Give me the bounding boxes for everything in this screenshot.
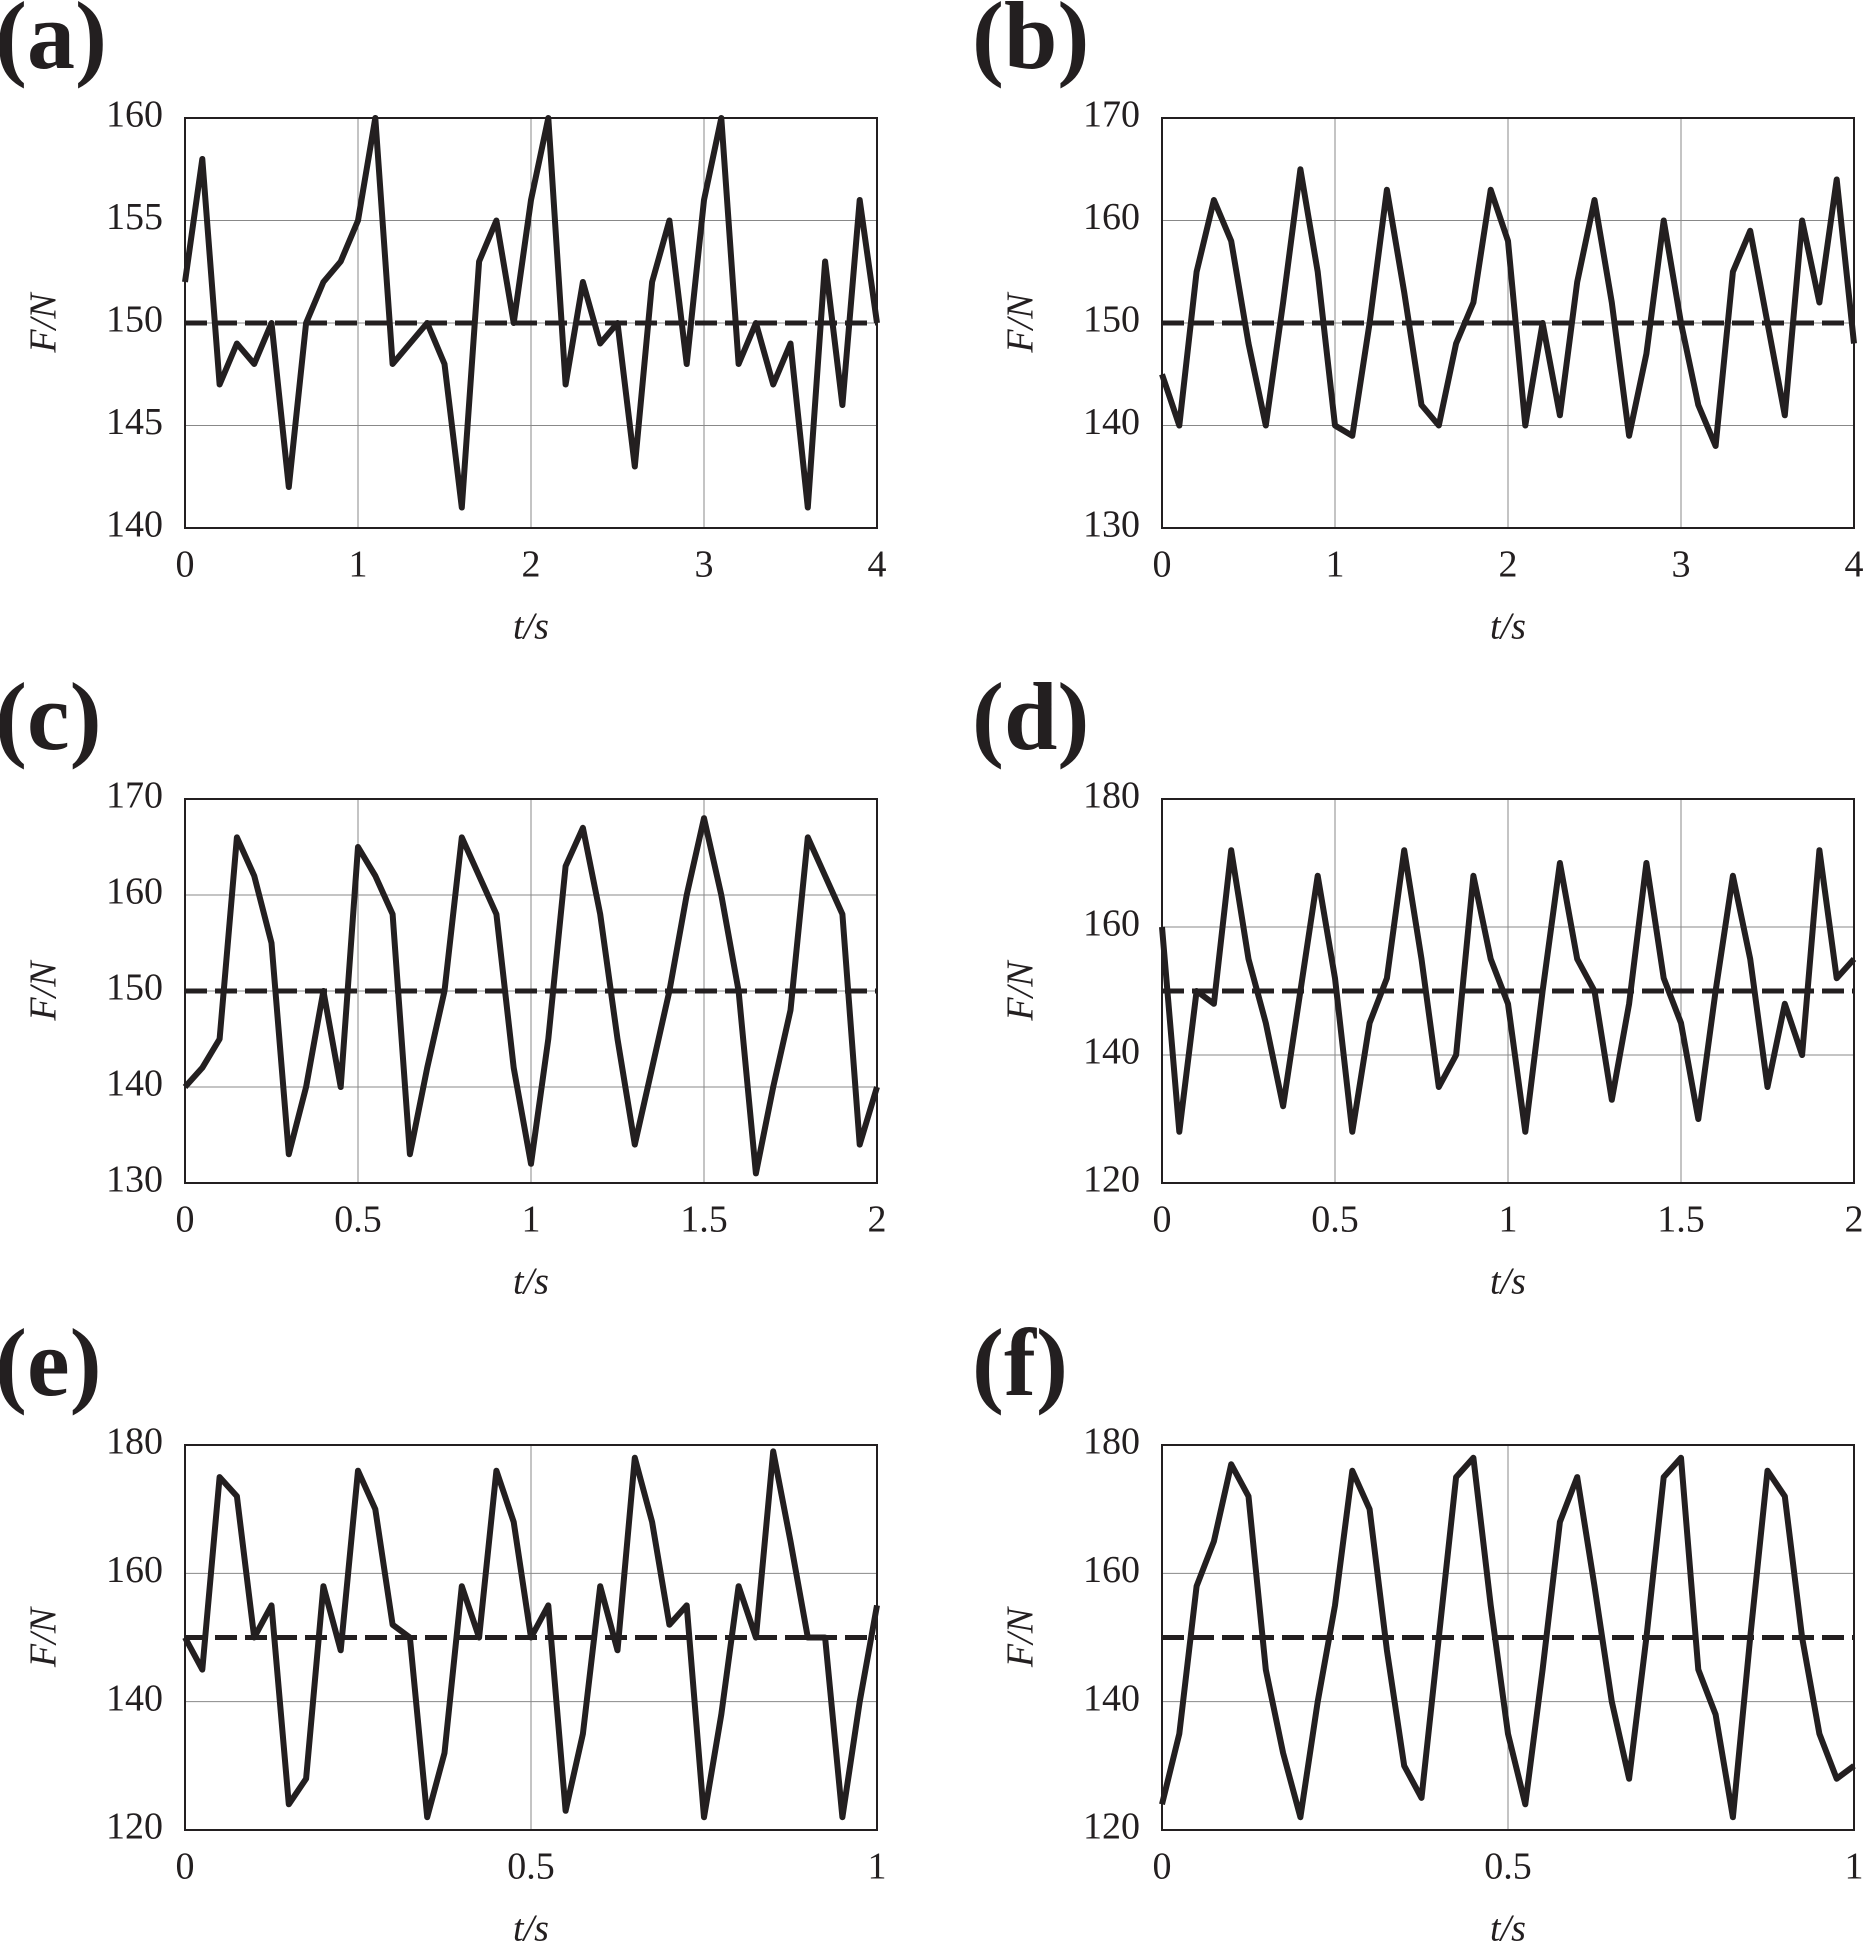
x-axis-label: t/s — [513, 1261, 549, 1303]
x-tick-label: 0 — [176, 1846, 195, 1888]
data-line — [1159, 847, 1857, 1135]
panel-label: (d) — [972, 663, 1089, 770]
y-tick-label: 140 — [1083, 401, 1140, 443]
x-tick-label: 3 — [1672, 544, 1691, 586]
plot-frame — [1161, 117, 1855, 529]
y-tick-label: 140 — [106, 1677, 163, 1719]
y-tick-label: 140 — [1083, 1031, 1140, 1073]
x-tick-label: 1 — [1326, 544, 1345, 586]
x-tick-label: 2 — [868, 1199, 887, 1241]
y-tick-label: 150 — [106, 967, 163, 1009]
x-tick-label: 0 — [1153, 1846, 1172, 1888]
y-tick-label: 150 — [106, 299, 163, 341]
plot-frame — [1161, 1444, 1855, 1831]
y-tick-label: 120 — [106, 1806, 163, 1848]
x-tick-label: 1 — [522, 1199, 541, 1241]
x-tick-label: 4 — [1845, 544, 1864, 586]
x-axis-label: t/s — [1490, 1908, 1526, 1945]
data-line — [1159, 166, 1857, 449]
panel-label: (b) — [972, 0, 1089, 89]
x-tick-label: 0 — [176, 544, 195, 586]
y-tick-label: 170 — [106, 775, 163, 817]
panel: (a) 140 145 150 155 160 0 1 2 3 4 t/s F/N — [0, 0, 887, 648]
data-line — [182, 815, 880, 1177]
x-tick-label: 0 — [176, 1199, 195, 1241]
x-tick-label: 1 — [1845, 1846, 1864, 1888]
y-tick-label: 180 — [1083, 1421, 1140, 1463]
y-tick-label: 160 — [106, 871, 163, 913]
panel-label: (c) — [0, 663, 102, 770]
plot-frame — [1161, 798, 1855, 1184]
data-line — [1159, 1454, 1856, 1821]
x-tick-label: 2 — [1845, 1199, 1864, 1241]
panel: (f) 120 140 160 180 0 0.5 1 t/s F/N — [972, 1309, 1864, 1945]
y-axis-label: F/N — [1000, 291, 1042, 354]
x-axis-label: t/s — [1490, 606, 1526, 648]
x-tick-label: 2 — [522, 544, 541, 586]
x-tick-label: 1.5 — [680, 1199, 728, 1241]
x-tick-label: 3 — [695, 544, 714, 586]
y-tick-label: 180 — [106, 1421, 163, 1463]
x-tick-label: 1 — [1499, 1199, 1518, 1241]
x-tick-label: 0.5 — [1484, 1846, 1532, 1888]
y-axis-label: F/N — [23, 291, 65, 354]
y-tick-label: 160 — [1083, 196, 1140, 238]
y-tick-label: 130 — [1083, 504, 1140, 546]
x-tick-label: 1.5 — [1657, 1199, 1705, 1241]
y-axis-label: F/N — [23, 959, 65, 1022]
y-tick-label: 145 — [106, 401, 163, 443]
plot-frame — [184, 798, 878, 1184]
y-tick-label: 160 — [1083, 1549, 1140, 1591]
y-tick-label: 140 — [106, 504, 163, 546]
y-axis-label: F/N — [1000, 959, 1042, 1022]
y-tick-label: 160 — [1083, 903, 1140, 945]
y-tick-label: 130 — [106, 1159, 163, 1201]
panel: (d) 120 140 160 180 0 0.5 1 1.5 2 t/s F/N — [972, 663, 1864, 1303]
y-tick-label: 120 — [1083, 1806, 1140, 1848]
x-tick-label: 0.5 — [1311, 1199, 1359, 1241]
x-axis-label: t/s — [1490, 1261, 1526, 1303]
x-tick-label: 1 — [349, 544, 368, 586]
y-tick-label: 160 — [106, 1549, 163, 1591]
y-tick-label: 140 — [1083, 1677, 1140, 1719]
x-tick-label: 0.5 — [507, 1846, 555, 1888]
y-axis-label: F/N — [1000, 1605, 1042, 1668]
x-axis-label: t/s — [513, 1908, 549, 1945]
panel: (e) 120 140 160 180 0 0.5 1 t/s F/N — [0, 1309, 887, 1945]
x-tick-label: 0 — [1153, 1199, 1172, 1241]
y-tick-label: 140 — [106, 1063, 163, 1105]
x-tick-label: 0 — [1153, 544, 1172, 586]
x-tick-label: 2 — [1499, 544, 1518, 586]
panel: (b) 130 140 150 160 170 0 1 2 3 4 t/s F/N — [972, 0, 1864, 648]
y-axis-label: F/N — [23, 1605, 65, 1668]
x-tick-label: 1 — [868, 1846, 887, 1888]
panel-label: (e) — [0, 1309, 102, 1416]
x-tick-label: 4 — [868, 544, 887, 586]
plot-frame — [184, 1444, 878, 1831]
y-tick-label: 160 — [106, 94, 163, 136]
panel-label: (a) — [0, 0, 107, 89]
x-tick-label: 0.5 — [334, 1199, 382, 1241]
panel: (c) 130 140 150 160 170 0 0.5 1 1.5 2 t/s F/N — [0, 663, 887, 1303]
panel-label: (f) — [972, 1309, 1068, 1416]
y-tick-label: 155 — [106, 196, 163, 238]
y-tick-label: 170 — [1083, 94, 1140, 136]
y-tick-label: 120 — [1083, 1159, 1140, 1201]
x-axis-label: t/s — [513, 606, 549, 648]
y-tick-label: 180 — [1083, 775, 1140, 817]
plot-frame — [184, 117, 878, 529]
y-tick-label: 150 — [1083, 299, 1140, 341]
data-line — [182, 115, 880, 511]
